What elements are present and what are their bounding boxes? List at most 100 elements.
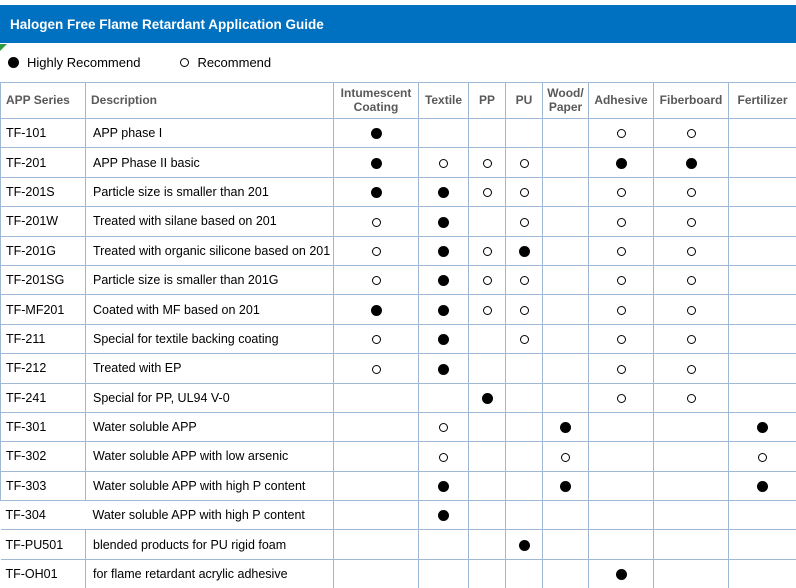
open-circle-icon — [371, 364, 381, 374]
empty-cell — [653, 411, 729, 443]
open-circle-icon — [482, 305, 492, 315]
recommend-cell — [505, 323, 543, 355]
open-circle-icon — [519, 276, 529, 286]
recommend-cell — [505, 206, 543, 237]
empty-cell — [418, 558, 469, 588]
open-circle-icon — [482, 276, 492, 286]
open-circle-icon — [519, 188, 529, 198]
application-guide-table: APP Series Description Intumescent Coating… — [0, 82, 796, 588]
filled-circle-icon — [615, 157, 627, 169]
description-cell: for flame retardant acrylic adhesive — [85, 558, 334, 588]
table-row: TF-211 Special for textile backing coatin… — [0, 323, 796, 355]
table-row: TF-302 Water soluble APP with low arsenic — [0, 441, 796, 472]
recommend-cell — [505, 147, 543, 178]
recommend-cell — [653, 294, 729, 325]
open-circle-icon — [616, 364, 626, 374]
open-circle-icon — [616, 246, 626, 256]
app-series-cell: TF-201S — [0, 176, 86, 208]
empty-cell — [468, 323, 506, 355]
table-row: TF-201S Particle size is smaller than 201 — [0, 176, 796, 208]
empty-cell — [542, 353, 589, 384]
table-row: TF-201 APP Phase II basic — [0, 147, 796, 178]
empty-cell — [333, 529, 419, 560]
empty-cell — [333, 382, 419, 413]
empty-cell — [653, 558, 729, 588]
open-circle-icon — [686, 335, 696, 345]
empty-cell — [505, 411, 543, 443]
table-row: TF-201W Treated with silane based on 201 — [0, 206, 796, 237]
column-header-app-series: APP Series — [0, 82, 86, 119]
empty-cell — [505, 441, 543, 472]
column-header-pp: PP — [468, 82, 506, 119]
table-row: TF-304 Water soluble APP with high P cont… — [0, 500, 796, 531]
filled-circle-icon — [438, 275, 449, 287]
open-circle-icon — [482, 158, 492, 168]
empty-cell — [728, 117, 796, 149]
highly-recommend-cell — [653, 147, 729, 178]
recommend-cell — [728, 441, 796, 472]
recommend-cell — [653, 323, 729, 355]
open-circle-icon — [371, 335, 381, 345]
app-series-cell: TF-303 — [0, 470, 86, 502]
app-series-cell: TF-302 — [0, 441, 86, 472]
highly-recommend-cell — [418, 470, 469, 502]
empty-cell — [542, 147, 589, 178]
legend-item-highly-recommend: Highly Recommend — [8, 55, 140, 70]
open-circle-icon — [561, 452, 570, 462]
open-circle-icon — [686, 188, 696, 198]
table-row: TF-201SG Particle size is smaller than 20… — [0, 264, 796, 296]
filled-circle-icon — [438, 304, 449, 316]
recommend-cell — [505, 176, 543, 208]
description-cell: Particle size is smaller than 201 — [85, 176, 334, 208]
filled-circle-icon — [438, 363, 449, 375]
highly-recommend-cell — [333, 147, 419, 178]
highly-recommend-cell — [505, 529, 543, 560]
app-series-cell: TF-201W — [0, 206, 86, 237]
empty-cell — [505, 353, 543, 384]
empty-cell — [468, 117, 506, 149]
table-header: APP Series Description Intumescent Coating… — [0, 82, 796, 119]
description-cell: APP Phase II basic — [85, 147, 334, 178]
highly-recommend-cell — [542, 411, 589, 443]
open-circle-icon — [616, 188, 626, 198]
filled-circle-icon — [438, 187, 449, 199]
empty-cell — [505, 500, 543, 531]
empty-cell — [505, 117, 543, 149]
recommend-cell — [653, 353, 729, 384]
recommend-cell — [588, 176, 654, 208]
app-series-cell: TF-MF201 — [0, 294, 86, 325]
description-cell: blended products for PU rigid foam — [85, 529, 334, 560]
filled-circle-icon — [685, 157, 697, 169]
empty-cell — [468, 441, 506, 472]
description-cell: Particle size is smaller than 201G — [85, 264, 334, 296]
empty-cell — [588, 411, 654, 443]
open-circle-icon — [686, 393, 696, 403]
table-body: TF-101 APP phase I TF-201 APP Phase II basi… — [0, 117, 796, 588]
legend-item-recommend: Recommend — [180, 55, 271, 70]
page-title: Halogen Free Flame Retardant Application… — [10, 16, 324, 32]
column-header-adhesive: Adhesive — [588, 82, 654, 119]
recommend-cell — [653, 382, 729, 413]
filled-circle-icon — [438, 245, 449, 257]
open-circle-icon — [616, 276, 626, 286]
filled-circle-icon — [481, 392, 493, 404]
highly-recommend-cell — [333, 176, 419, 208]
app-series-cell: TF-101 — [0, 117, 86, 149]
description-cell: Treated with organic silicone based on 2… — [85, 235, 334, 266]
description-cell: Treated with silane based on 201 — [85, 206, 334, 237]
highly-recommend-cell — [418, 264, 469, 296]
empty-cell — [542, 264, 589, 296]
empty-cell — [542, 176, 589, 208]
empty-cell — [588, 441, 654, 472]
app-series-cell: TF-301 — [0, 411, 86, 443]
recommend-cell — [333, 323, 419, 355]
highly-recommend-cell — [418, 206, 469, 237]
legend-label-highly-recommend: Highly Recommend — [27, 54, 141, 70]
open-circle-icon — [371, 246, 381, 256]
recommend-cell — [418, 147, 469, 178]
open-circle-icon — [482, 188, 492, 198]
open-circle-icon — [519, 217, 529, 227]
empty-cell — [728, 323, 796, 355]
empty-cell — [333, 500, 419, 531]
